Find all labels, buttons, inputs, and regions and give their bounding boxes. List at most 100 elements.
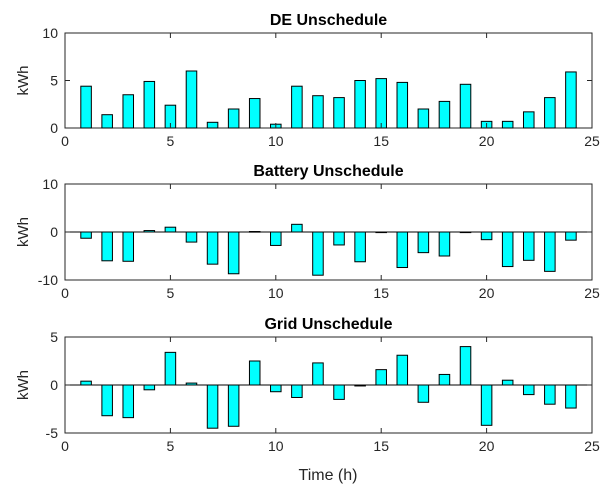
x-tick-label: 0 xyxy=(61,438,69,454)
bar xyxy=(143,80,156,129)
bar xyxy=(333,231,345,246)
x-tick-label: 20 xyxy=(479,285,495,301)
bar xyxy=(438,231,451,257)
x-tick-label: 15 xyxy=(373,285,389,301)
bar xyxy=(522,231,535,261)
bar xyxy=(417,231,430,254)
bar xyxy=(354,80,366,129)
bar xyxy=(438,373,451,386)
bar xyxy=(522,384,535,396)
bar xyxy=(248,360,261,386)
bar xyxy=(544,384,556,405)
bar xyxy=(143,230,156,233)
bar xyxy=(227,231,240,275)
bar xyxy=(396,231,409,269)
x-tick-label: 10 xyxy=(268,285,284,301)
bar xyxy=(333,97,345,129)
bar xyxy=(375,369,387,386)
y-tick-label: 5 xyxy=(50,329,58,345)
bar xyxy=(459,346,472,386)
bar xyxy=(565,384,577,409)
x-tick-label: 25 xyxy=(584,285,600,301)
y-tick-label: 10 xyxy=(42,25,58,41)
subplot-title: DE Unschedule xyxy=(270,12,387,29)
y-tick-label: 0 xyxy=(50,224,58,240)
x-tick-label: 5 xyxy=(167,285,175,301)
bar xyxy=(354,231,366,263)
bar xyxy=(438,100,451,129)
bar xyxy=(80,380,92,386)
bar xyxy=(122,94,135,129)
bar xyxy=(80,85,92,129)
bar xyxy=(375,231,387,234)
bar xyxy=(270,231,282,246)
x-axis-label: Time (h) xyxy=(299,467,358,484)
subplot-title: Grid Unschedule xyxy=(264,316,392,333)
subplot-title: Battery Unschedule xyxy=(253,163,403,180)
bar xyxy=(206,231,219,265)
bar xyxy=(480,384,493,426)
bar xyxy=(312,95,324,129)
y-axis-label: kWh xyxy=(15,217,32,247)
bar xyxy=(122,384,135,419)
bar xyxy=(354,384,366,387)
x-tick-label: 0 xyxy=(61,285,69,301)
x-tick-label: 0 xyxy=(61,133,69,149)
bar xyxy=(185,382,198,386)
bar xyxy=(185,70,198,129)
x-tick-label: 20 xyxy=(479,438,495,454)
bar xyxy=(333,384,345,400)
x-tick-label: 10 xyxy=(268,438,284,454)
bar xyxy=(396,81,409,129)
bar xyxy=(501,231,514,268)
bar xyxy=(122,231,135,262)
bar xyxy=(544,97,556,129)
bar xyxy=(417,384,430,403)
bar xyxy=(270,384,282,393)
x-tick-label: 10 xyxy=(268,133,284,149)
bar xyxy=(248,98,261,129)
bar xyxy=(544,231,556,272)
bar xyxy=(206,384,219,429)
bar xyxy=(206,121,219,129)
bar xyxy=(375,78,387,129)
bar xyxy=(227,108,240,129)
bar xyxy=(396,354,409,386)
x-tick-label: 5 xyxy=(167,133,175,149)
bar xyxy=(291,223,303,233)
bar xyxy=(480,231,493,241)
y-tick-label: 10 xyxy=(42,176,58,192)
bar xyxy=(101,384,113,417)
bar xyxy=(227,384,240,427)
bar xyxy=(459,231,472,234)
x-tick-label: 15 xyxy=(373,133,389,149)
bar xyxy=(291,85,303,129)
bar xyxy=(80,231,92,239)
bar xyxy=(248,231,261,233)
y-axis-label: kWh xyxy=(15,66,32,96)
x-tick-label: 5 xyxy=(167,438,175,454)
bar xyxy=(164,226,177,233)
y-tick-label: -10 xyxy=(38,272,58,288)
x-tick-label: 25 xyxy=(584,438,600,454)
y-tick-label: 5 xyxy=(50,73,58,89)
bar xyxy=(501,379,514,386)
bar xyxy=(164,351,177,386)
bar xyxy=(312,231,324,276)
bar xyxy=(143,384,156,391)
subplot-1: DE Unschedule kWh 0 5 10 15 20 25 0 5 10 xyxy=(15,12,600,149)
bar xyxy=(312,362,324,386)
bar xyxy=(291,384,303,398)
bar xyxy=(185,231,198,243)
x-tick-label: 15 xyxy=(373,438,389,454)
bar xyxy=(101,114,113,129)
bar xyxy=(459,83,472,129)
bar xyxy=(501,120,514,129)
bar xyxy=(565,231,577,241)
y-tick-label: 0 xyxy=(50,377,58,393)
y-tick-label: 0 xyxy=(50,120,58,136)
y-tick-label: -5 xyxy=(46,425,59,441)
